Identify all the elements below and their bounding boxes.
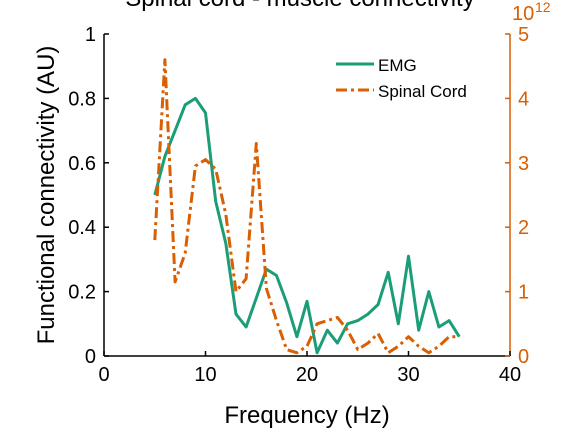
legend-label-emg: EMG: [378, 56, 417, 75]
x-axis-label: Frequency (Hz): [224, 402, 389, 429]
tick-marks: [103, 33, 511, 357]
chart-title: Spinal cord - muscle connectivity: [125, 0, 474, 12]
y2-exponent-power: 12: [535, 0, 551, 15]
y2-tick-label: 2: [518, 217, 529, 239]
y2-exponent-base: 10: [512, 3, 534, 25]
legend: EMG Spinal Cord: [336, 56, 467, 101]
series-line-spinal-cord: [153, 58, 460, 355]
y-tick-label: 0.4: [68, 217, 96, 239]
x-tick-label: 30: [397, 364, 419, 386]
y2-tick-label: 5: [518, 24, 529, 46]
y2-tick-label: 0: [518, 346, 529, 368]
y-tick-label: 0.6: [68, 153, 96, 175]
x-tick-label: 10: [194, 364, 216, 386]
y2-tick-label: 4: [518, 88, 529, 110]
y2-tick-label: 3: [518, 153, 529, 175]
y2-tick-label: 1: [518, 282, 529, 304]
y-tick-label: 0: [85, 346, 96, 368]
x-tick-label: 0: [98, 364, 109, 386]
plot-lines: [153, 58, 461, 355]
y-axis-label: Functional connectivity (AU): [33, 46, 60, 345]
series-line-emg: [153, 96, 461, 355]
legend-label-spinal-cord: Spinal Cord: [378, 82, 467, 101]
x-tick-label: 40: [499, 364, 521, 386]
y-tick-label: 0.2: [68, 282, 96, 304]
x-tick-label: 20: [296, 364, 318, 386]
y-tick-label: 0.8: [68, 88, 96, 110]
y-tick-label: 1: [85, 24, 96, 46]
